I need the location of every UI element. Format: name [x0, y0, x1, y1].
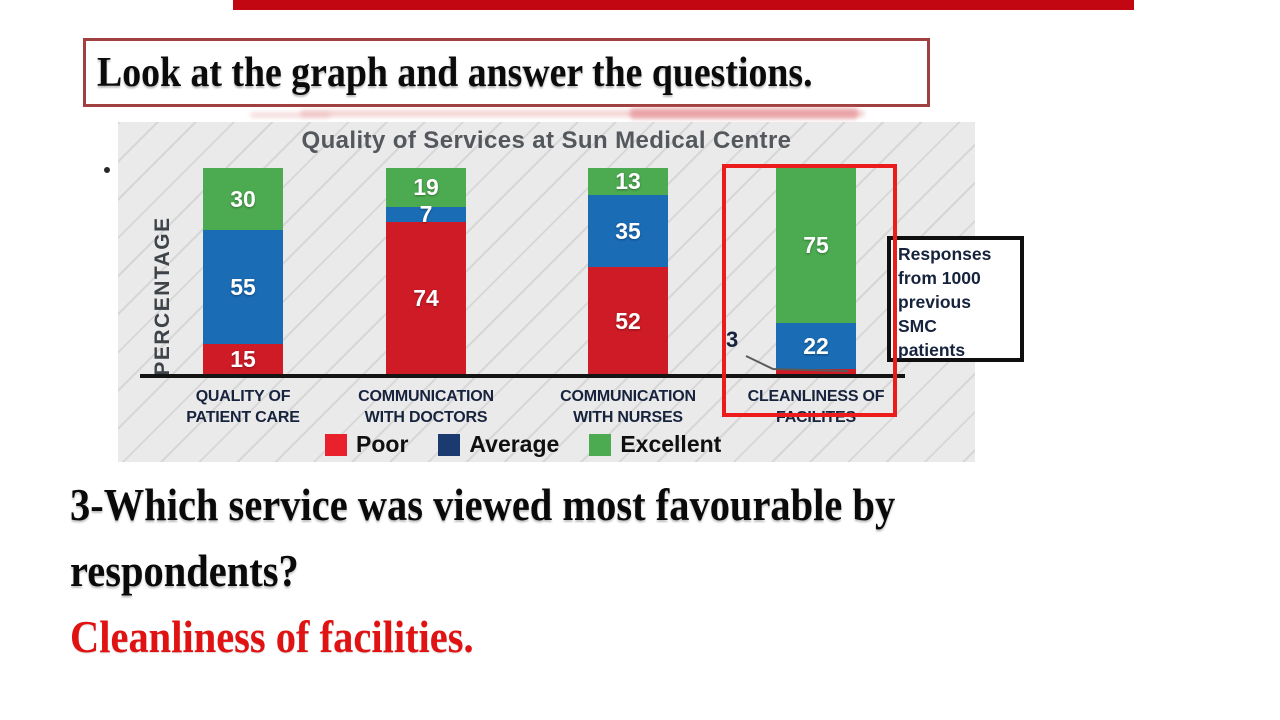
bar-value-label: 35: [615, 217, 641, 244]
y-axis-label: PERCENTAGE: [151, 216, 174, 376]
highlight-rectangle: [722, 164, 897, 417]
bar-value-label: 52: [615, 307, 641, 334]
bar-segment-poor: [776, 368, 856, 375]
bar-value-label: 15: [230, 345, 256, 372]
bar-segment-excellent: [203, 168, 283, 231]
responses-box-line: SMC: [898, 316, 937, 336]
callout-value-label: 3: [726, 327, 739, 352]
bullet-dot: [104, 167, 110, 173]
bar-segment-poor: [203, 343, 283, 375]
bar-value-label: 30: [230, 185, 256, 212]
legend-item-excellent: Excellent: [589, 431, 721, 458]
bar-segment-average: [776, 323, 856, 369]
legend-swatch-average: [438, 433, 461, 456]
x-axis-line: [140, 374, 905, 378]
legend-label: Excellent: [620, 431, 722, 457]
responses-box-line: previous: [898, 292, 971, 312]
chart-legend: Poor Average Excellent: [325, 431, 721, 458]
category-label-line: COMMUNICATION: [358, 388, 494, 405]
bar-value-label: 19: [413, 174, 439, 201]
bar-segment-poor: [588, 267, 668, 375]
bar-segment-excellent: [588, 168, 668, 195]
bar-value-label: 7: [419, 201, 433, 228]
callout-line: [745, 355, 849, 372]
bar-segment-excellent: [776, 168, 856, 324]
slide-title: Look at the graph and answer the questio…: [97, 49, 813, 96]
legend-swatch-poor: [325, 433, 347, 456]
category-label-line: COMMUNICATION: [560, 388, 696, 405]
bar-value-label: 22: [803, 332, 829, 359]
category-label: COMMUNICATION WITH NURSES: [533, 386, 723, 428]
category-label: COMMUNICATION WITH DOCTORS: [331, 386, 521, 428]
bar-value-label: 55: [230, 273, 256, 300]
bar-segment-average: [203, 230, 283, 344]
pink-smudge: [300, 110, 865, 117]
bar-value-label: 13: [615, 167, 641, 194]
title-box: Look at the graph and answer the questio…: [83, 38, 930, 107]
legend-item-average: Average: [438, 431, 559, 458]
question-line-2-text: respondents?: [70, 545, 299, 596]
answer-text-inner: Cleanliness of facilities.: [70, 611, 474, 662]
question-line-2: respondents?: [70, 544, 330, 597]
category-label-line: PATIENT CARE: [186, 409, 300, 426]
responses-annotation-box: Responses from 1000 previous SMC patients: [887, 236, 1024, 362]
category-label-line: WITH DOCTORS: [364, 409, 488, 426]
bar-segment-poor: [386, 221, 466, 375]
category-label: QUALITY OF PATIENT CARE: [148, 386, 338, 428]
chart-title: Quality of Services at Sun Medical Centr…: [301, 127, 792, 154]
category-label-line: CLEANLINESS OF: [747, 388, 885, 405]
legend-label: Poor: [356, 431, 409, 457]
pink-smudge: [630, 108, 858, 119]
bar-segment-average: [386, 207, 466, 222]
question-line-1-text: 3-Which service was viewed most favourab…: [70, 479, 896, 530]
responses-box-line: from 1000: [898, 268, 981, 288]
top-red-banner: [233, 0, 1134, 10]
bar-value-label: 74: [413, 284, 439, 311]
legend-label: Average: [469, 431, 560, 457]
category-label-line: WITH NURSES: [573, 409, 683, 426]
legend-item-poor: Poor: [325, 431, 408, 458]
question-line-1: 3-Which service was viewed most favourab…: [70, 478, 1008, 531]
bar-segment-excellent: [386, 168, 466, 208]
pink-smudge: [250, 112, 330, 118]
legend-swatch-excellent: [589, 433, 612, 456]
responses-box-line: patients: [898, 340, 966, 360]
bar-value-label: 75: [803, 232, 829, 259]
bar-segment-average: [588, 194, 668, 268]
category-label-line: QUALITY OF: [195, 388, 291, 405]
responses-box-line: Responses: [898, 244, 992, 264]
answer-text: Cleanliness of facilities.: [70, 610, 529, 663]
